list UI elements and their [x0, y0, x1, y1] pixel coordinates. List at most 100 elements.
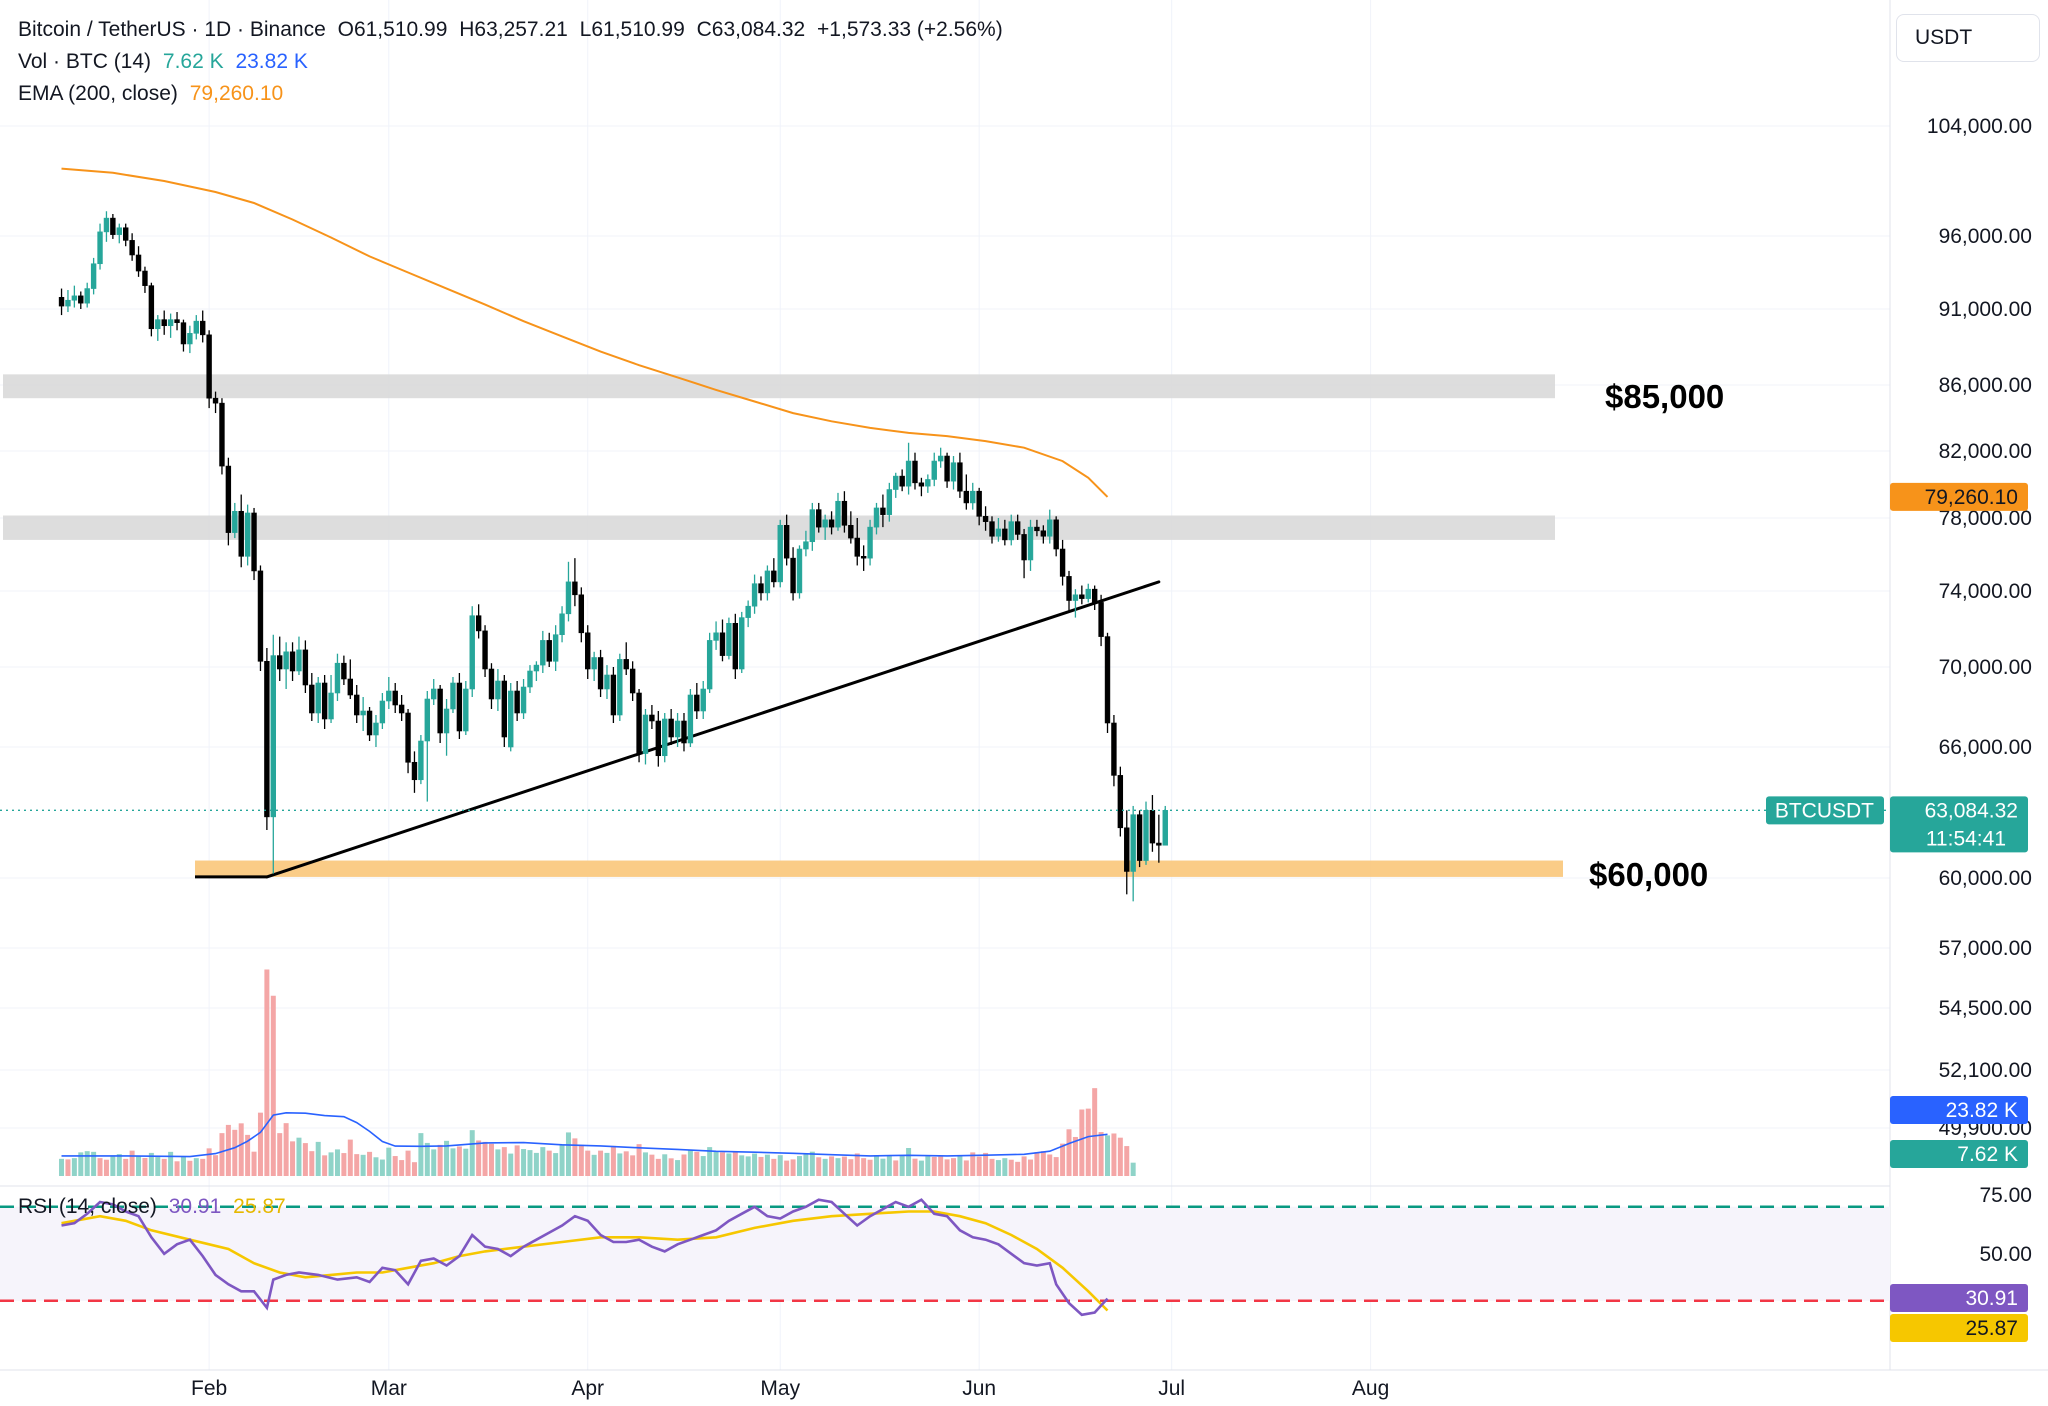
- candle-down: [629, 668, 636, 694]
- candle-up: [103, 217, 110, 233]
- volume-bar: [251, 1151, 257, 1176]
- volume-bar: [777, 1155, 783, 1176]
- candle-down: [848, 524, 854, 539]
- candle-down: [636, 692, 642, 754]
- volume-bar: [405, 1150, 411, 1176]
- volume-bar: [200, 1158, 206, 1176]
- volume-bar: [938, 1156, 944, 1176]
- candle-down: [411, 761, 418, 781]
- candle-down: [623, 659, 629, 670]
- candle-down: [597, 657, 604, 690]
- volume-bar: [970, 1152, 976, 1176]
- volume-bar: [1105, 1135, 1111, 1176]
- candle-up: [995, 528, 1002, 537]
- candle-down: [289, 651, 296, 672]
- volume-bar: [565, 1132, 571, 1176]
- volume-bar: [1092, 1088, 1098, 1176]
- candle-up: [687, 694, 694, 744]
- candle-up: [386, 690, 392, 702]
- volume-bar: [84, 1151, 90, 1176]
- candle-up: [1143, 810, 1149, 861]
- volume-bar: [694, 1151, 700, 1176]
- candle-down: [488, 668, 495, 700]
- axis-tags: BTCUSDT 63,084.32 11:54:41 79,260.10 23.82 K…: [1766, 482, 2028, 1342]
- candle-down: [880, 507, 886, 515]
- candle-up: [520, 686, 527, 714]
- candle-up: [155, 319, 161, 330]
- candle-up: [443, 708, 450, 734]
- candle-up: [591, 657, 597, 670]
- candle-up: [334, 662, 341, 694]
- support-level-label: $60,000: [1589, 856, 1708, 893]
- volume-bar: [91, 1151, 97, 1176]
- volume-bar: [1034, 1152, 1040, 1176]
- currency-unit-button[interactable]: USDT: [1896, 14, 2040, 62]
- candle-down: [1117, 775, 1124, 829]
- candle-up: [809, 509, 816, 543]
- candle-up: [674, 720, 681, 738]
- candle-up: [1085, 588, 1091, 599]
- candle-up: [777, 524, 783, 583]
- candle-down: [475, 615, 482, 632]
- volume-bar: [367, 1151, 373, 1176]
- volume-bar: [392, 1156, 398, 1176]
- volume-bar: [559, 1144, 565, 1176]
- candle-down: [899, 475, 905, 487]
- rsi-label[interactable]: RSI (14, close): [18, 1195, 157, 1218]
- volume-bar: [675, 1160, 681, 1176]
- candle-down: [129, 240, 135, 256]
- candle-down: [78, 295, 84, 304]
- volume-bar: [803, 1154, 809, 1176]
- btcusdt-tag-bg: [1766, 796, 1884, 825]
- candle-down: [783, 524, 790, 559]
- volume-bar: [707, 1147, 713, 1176]
- volume-bar: [829, 1156, 835, 1176]
- ema-line: [61, 167, 1109, 498]
- candle-down: [963, 490, 970, 504]
- ema-value: 79,260.10: [189, 82, 284, 105]
- volume-bar: [482, 1141, 488, 1176]
- volume-bars: [59, 969, 1136, 1176]
- rsi-ma-tag: 25.87: [1965, 1317, 2018, 1340]
- candle-up: [925, 479, 931, 487]
- volume-bar: [232, 1129, 238, 1176]
- volume-bar: [450, 1148, 456, 1176]
- volume-bar: [71, 1158, 77, 1176]
- symbol-title[interactable]: Bitcoin / TetherUS · 1D · Binance: [18, 18, 326, 41]
- volume-bar: [912, 1158, 918, 1176]
- volume-bar: [886, 1155, 892, 1176]
- volume-bar: [1060, 1143, 1066, 1176]
- volume-bar: [514, 1145, 520, 1176]
- volume-bar: [437, 1144, 443, 1176]
- volume-bar: [700, 1156, 706, 1176]
- candle-down: [251, 512, 257, 572]
- volume-bar: [636, 1144, 642, 1176]
- candle-up: [65, 299, 71, 307]
- volume-label[interactable]: Vol · BTC (14): [18, 50, 152, 73]
- price-tick-label: 60,000.00: [1939, 867, 2032, 890]
- volume-bar: [572, 1138, 578, 1176]
- candle-down: [405, 712, 411, 763]
- candle-down: [206, 334, 212, 399]
- ema-label[interactable]: EMA (200, close): [18, 82, 178, 105]
- volume-bar: [1015, 1161, 1021, 1176]
- rsi-tick-label: 75.00: [1979, 1184, 2032, 1207]
- volume-bar: [123, 1158, 129, 1176]
- volume-ma-value: 23.82 K: [235, 50, 308, 73]
- volume-bar: [604, 1152, 610, 1176]
- time-axis[interactable]: Feb Mar Apr May Jun Jul Aug: [191, 1377, 1389, 1400]
- candle-down: [219, 402, 225, 467]
- candle-down: [257, 570, 264, 662]
- candle-up: [764, 570, 771, 594]
- volume-bar: [97, 1158, 103, 1176]
- price-axis[interactable]: 104,000.00 96,000.00 91,000.00 86,000.00 82,…: [1927, 115, 2032, 1266]
- volume-bar: [732, 1151, 738, 1176]
- volume-bar: [925, 1156, 931, 1176]
- candle-down: [148, 285, 155, 330]
- volume-bar: [322, 1155, 328, 1176]
- time-tick-label: Apr: [571, 1377, 604, 1400]
- volume-bar: [944, 1159, 950, 1176]
- rsi-pane: [0, 1198, 1890, 1317]
- candle-up: [463, 688, 469, 732]
